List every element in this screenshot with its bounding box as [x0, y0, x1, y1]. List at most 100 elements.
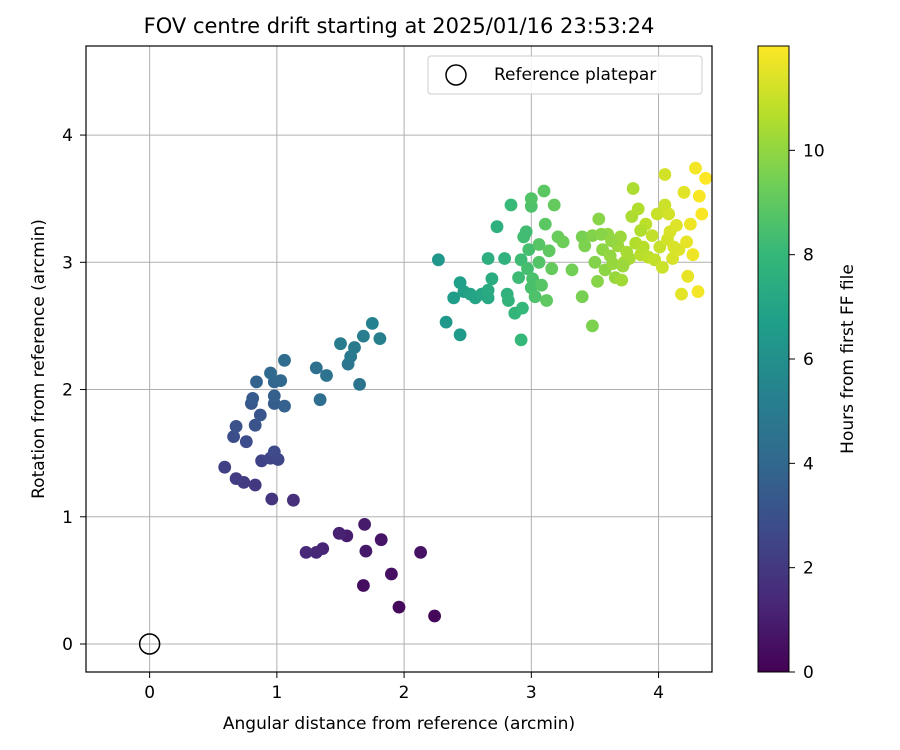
data-point: [575, 290, 589, 304]
colorbar-tick-label: 6: [803, 350, 814, 370]
data-point: [658, 168, 672, 181]
y-tick-label: 0: [62, 635, 73, 655]
data-point: [514, 333, 528, 347]
data-point: [524, 192, 538, 206]
data-point: [588, 255, 602, 269]
data-point: [248, 478, 262, 492]
data-point: [253, 408, 267, 422]
legend: Reference platepar: [427, 55, 703, 95]
data-point: [514, 253, 528, 267]
data-point: [667, 240, 681, 254]
data-point: [373, 332, 387, 345]
x-tick-label: 0: [144, 683, 155, 703]
legend-box: [427, 55, 703, 95]
data-point: [278, 353, 291, 367]
data-point: [502, 294, 515, 307]
colorbar-label: Hours from first FF file: [838, 264, 858, 454]
x-tick-label: 2: [399, 683, 410, 703]
data-point: [265, 492, 279, 506]
data-point: [636, 240, 650, 254]
data-point: [528, 290, 542, 304]
data-point: [414, 546, 427, 559]
data-point: [691, 285, 705, 298]
data-point: [218, 460, 232, 474]
chart-title: FOV centre drift starting at 2025/01/16 …: [144, 14, 655, 38]
data-point: [699, 171, 712, 185]
data-point: [681, 269, 695, 283]
data-point: [481, 252, 495, 265]
data-point: [526, 272, 539, 286]
colorbar: [757, 45, 790, 673]
data-point: [532, 238, 546, 251]
data-point: [332, 526, 346, 540]
colorbar-tick-label: 0: [803, 663, 814, 683]
data-point: [666, 252, 679, 265]
data-point: [686, 248, 700, 262]
data-point: [428, 609, 441, 623]
data-point: [248, 418, 262, 432]
data-point: [586, 319, 599, 333]
data-point: [650, 207, 664, 221]
data-point: [542, 244, 556, 258]
data-point: [675, 287, 688, 301]
data-point: [578, 239, 592, 253]
data-point: [556, 235, 570, 249]
x-tick-label: 3: [526, 683, 537, 703]
reference-platepar-point: [138, 633, 161, 655]
data-point: [485, 272, 499, 286]
data-point: [537, 184, 551, 198]
data-point: [545, 262, 559, 276]
data-point: [680, 235, 693, 249]
scatter-points: [218, 161, 712, 623]
data-point: [490, 220, 504, 234]
data-point: [615, 273, 629, 287]
data-point: [374, 533, 388, 547]
data-point: [645, 229, 659, 243]
data-point: [532, 255, 546, 269]
data-point: [662, 207, 676, 221]
data-point: [287, 493, 300, 507]
data-point: [309, 361, 323, 375]
y-axis-ticks: 0 1 2 3 4: [62, 126, 86, 655]
data-point: [357, 579, 370, 592]
data-point: [274, 374, 288, 387]
colorbar-tick-label: 4: [803, 454, 814, 474]
data-point: [591, 275, 604, 288]
data-point: [634, 224, 648, 237]
data-point: [239, 435, 253, 449]
plot-area-frame: [85, 45, 713, 673]
colorbar-tick-label: 2: [803, 559, 814, 579]
data-point: [547, 198, 561, 212]
x-axis-label: Angular distance from reference (arcmin): [223, 714, 575, 734]
data-point: [516, 301, 529, 315]
data-point: [695, 207, 709, 221]
x-axis-ticks: 0 1 2 3 4: [144, 672, 664, 703]
data-point: [605, 234, 618, 248]
data-point: [538, 217, 552, 231]
y-tick-label: 2: [62, 381, 73, 401]
data-point: [353, 378, 366, 391]
legend-label: Reference platepar: [494, 65, 656, 85]
data-point: [299, 546, 313, 559]
data-point: [334, 337, 347, 351]
data-point: [359, 544, 373, 558]
data-point: [348, 341, 361, 354]
data-point: [267, 389, 281, 403]
data-point: [313, 393, 327, 407]
data-point: [320, 369, 333, 382]
data-point: [432, 253, 445, 267]
y-tick-label: 1: [62, 508, 73, 528]
data-point: [392, 600, 406, 614]
data-point: [498, 252, 511, 265]
data-point: [278, 399, 291, 413]
data-point: [631, 202, 645, 216]
data-point: [606, 257, 620, 270]
data-point: [264, 366, 277, 380]
data-point: [227, 430, 241, 443]
data-point: [656, 261, 669, 274]
data-point: [517, 230, 531, 244]
data-point: [365, 317, 379, 330]
data-point: [246, 392, 260, 405]
colorbar-ticks: 0 2 4 6 8 10: [789, 141, 825, 683]
colorbar-tick-label: 8: [803, 246, 814, 266]
